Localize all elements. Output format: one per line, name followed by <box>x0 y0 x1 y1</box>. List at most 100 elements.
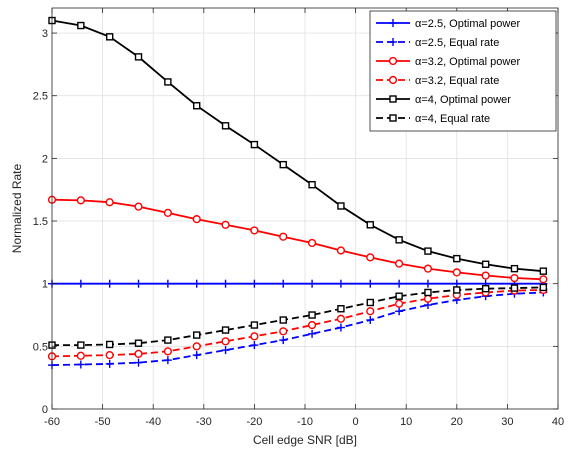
legend-label: α=4, Optimal power <box>415 94 511 106</box>
y-tick-label: 0.5 <box>33 341 48 353</box>
series-2 <box>47 195 548 284</box>
x-tick-label: 10 <box>400 416 412 428</box>
y-tick-label: 0 <box>42 404 48 416</box>
legend-box <box>369 10 557 132</box>
data-point <box>192 279 201 288</box>
legend-marker <box>388 56 398 66</box>
data-point <box>279 160 287 169</box>
data-point <box>395 259 404 268</box>
data-point <box>134 202 143 211</box>
series-line <box>51 198 544 281</box>
data-point <box>163 208 172 217</box>
data-point <box>250 332 259 341</box>
data-point <box>424 288 432 297</box>
data-point <box>76 360 85 369</box>
x-tick-label: -20 <box>246 416 262 428</box>
data-point <box>366 221 374 229</box>
data-point <box>250 140 259 149</box>
data-point <box>366 298 374 307</box>
data-point <box>192 215 201 224</box>
x-tick-label: 40 <box>552 416 564 428</box>
data-point <box>336 279 345 288</box>
x-axis-label: Cell edge SNR [dB] <box>253 433 357 447</box>
data-point <box>221 220 230 229</box>
data-point <box>192 342 201 351</box>
x-tick-label: -10 <box>297 416 313 428</box>
x-tick-label: -50 <box>95 416 111 428</box>
data-point <box>163 347 172 356</box>
series-line <box>51 289 544 358</box>
data-point <box>134 53 143 61</box>
data-point <box>366 307 375 316</box>
data-point <box>366 316 375 325</box>
data-point <box>279 327 288 336</box>
data-point <box>77 341 85 349</box>
data-point <box>308 180 316 189</box>
data-point <box>105 33 114 41</box>
data-point <box>308 311 316 319</box>
legend-label: α=3.2, Equal rate <box>415 75 499 87</box>
data-point <box>481 285 490 293</box>
data-point <box>221 337 230 346</box>
data-point <box>76 279 85 288</box>
data-point <box>366 279 375 288</box>
series-1 <box>48 288 548 370</box>
data-point <box>395 307 404 316</box>
data-point <box>221 326 230 334</box>
legend-label: α=4, Equal rate <box>415 113 490 125</box>
data-point <box>395 292 403 300</box>
x-tick-label: 0 <box>353 416 359 428</box>
data-point <box>424 247 432 255</box>
data-point <box>481 271 490 280</box>
data-point <box>336 323 345 332</box>
data-point <box>250 226 259 235</box>
data-point <box>134 279 143 288</box>
data-point <box>221 279 230 288</box>
legend-entry: α=3.2, Optimal power <box>376 56 520 68</box>
data-point <box>366 253 375 262</box>
data-point <box>192 351 201 360</box>
data-point <box>539 283 548 292</box>
series-0 <box>48 279 548 288</box>
data-point <box>105 198 114 207</box>
data-point <box>134 358 143 367</box>
y-axis-ticks: 0 0.5 1 1.5 2 2.5 3 <box>33 28 558 416</box>
data-point <box>105 279 114 288</box>
data-point <box>76 351 85 360</box>
data-point <box>105 359 114 368</box>
legend-label: α=2.5, Optimal power <box>415 18 520 30</box>
data-point <box>221 122 230 130</box>
data-point <box>193 102 201 110</box>
x-tick-label: -40 <box>145 416 161 428</box>
y-tick-label: 1 <box>42 279 48 291</box>
data-point <box>76 196 85 205</box>
legend: α=2.5, Optimal power α=2.5, Equal rate α=3… <box>369 10 557 132</box>
x-tick-label: 30 <box>501 416 513 428</box>
series-line <box>51 19 544 273</box>
legend-marker <box>389 95 397 103</box>
data-point <box>337 305 345 313</box>
data-point <box>250 341 259 350</box>
data-point <box>307 320 317 330</box>
data-point <box>423 279 432 288</box>
data-point <box>279 279 288 288</box>
data-point <box>279 316 287 324</box>
data-point <box>250 321 259 329</box>
data-point <box>164 336 172 344</box>
series-3 <box>47 285 548 361</box>
y-tick-label: 2.5 <box>33 91 48 103</box>
data-point <box>481 260 490 268</box>
series-layer <box>47 16 548 370</box>
data-point <box>308 279 317 288</box>
data-point <box>193 331 201 339</box>
data-point <box>423 264 433 273</box>
data-point <box>250 279 259 288</box>
data-point <box>77 21 85 30</box>
series-line <box>52 286 544 347</box>
x-tick-label: -60 <box>44 416 60 428</box>
data-point <box>510 273 519 283</box>
data-point <box>336 246 346 255</box>
data-point <box>395 236 403 244</box>
data-point <box>452 268 461 277</box>
